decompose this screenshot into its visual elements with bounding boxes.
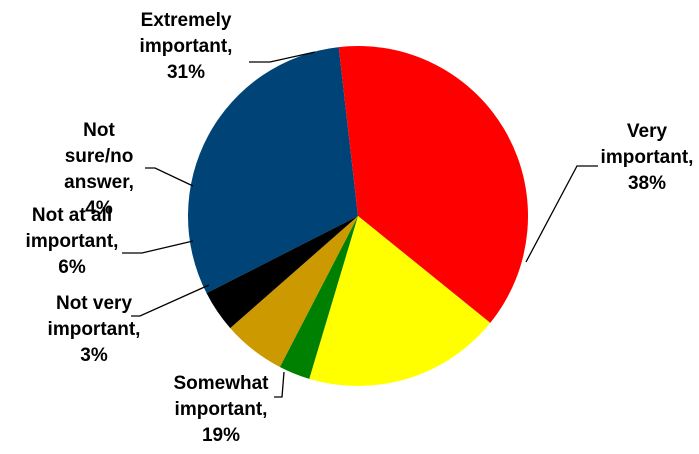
slice-label: Somewhat important, 19% xyxy=(173,373,269,446)
slice-label-line: 19% xyxy=(202,425,240,446)
slice-label-line: important, xyxy=(48,319,141,340)
slice-labels: Extremely important, 31% Very important, 38% S… xyxy=(26,10,694,446)
slice-label: Not sure/no answer, 4% xyxy=(64,120,134,219)
leader-line xyxy=(274,371,285,398)
leader-line xyxy=(122,240,194,254)
pie-slice-not-sure-no-answer xyxy=(206,216,358,329)
slice-label: Very important, 38% xyxy=(601,121,694,194)
slice-label-line: important, xyxy=(175,399,268,420)
pie-slice-not-at-all-important xyxy=(230,216,358,367)
slice-label-line: important, xyxy=(601,147,694,168)
slice-label-line: sure/no xyxy=(65,146,134,167)
slice-label-line: Somewhat xyxy=(173,373,269,394)
slice-label-line: Extremely xyxy=(141,10,232,31)
slice-label: Not at all important, 6% xyxy=(26,205,119,278)
slice-label-line: Very xyxy=(627,121,668,142)
slice-label-line: Not very xyxy=(56,293,132,314)
leader-line xyxy=(525,165,598,263)
slice-label-line: 38% xyxy=(628,173,666,194)
pie-slices xyxy=(187,45,529,387)
slice-label-line: 4% xyxy=(85,198,113,219)
slice-label: Extremely important, 31% xyxy=(140,10,233,83)
slice-label-line: 3% xyxy=(80,345,108,366)
leader-line xyxy=(131,284,210,317)
slice-label-line: Not xyxy=(83,120,115,141)
slice-label-line: important, xyxy=(140,36,233,57)
pie-slice-extremely-important xyxy=(187,47,358,294)
pie-slice-not-very-important xyxy=(279,216,358,379)
slice-label-line: important, xyxy=(26,231,119,252)
pie-slice-very-important xyxy=(338,45,529,323)
leader-lines xyxy=(122,51,598,398)
slice-label-line: 31% xyxy=(167,62,205,83)
leader-line xyxy=(145,167,194,187)
slice-label-line: Not at all xyxy=(32,205,112,226)
slice-label: Not very important, 3% xyxy=(48,293,141,366)
leader-line xyxy=(249,51,316,63)
pie-slice-somewhat-important xyxy=(309,216,491,387)
slice-label-line: answer, xyxy=(64,172,134,193)
slice-label-line: 6% xyxy=(58,257,86,278)
